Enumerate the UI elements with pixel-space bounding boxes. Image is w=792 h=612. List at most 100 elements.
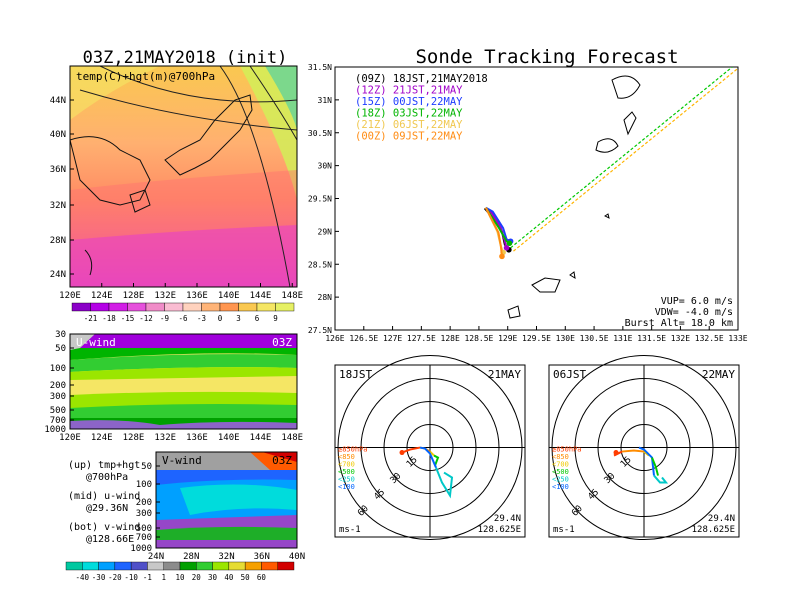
uwind-lon-label: 148E [281, 433, 303, 443]
wind-colorbar-label: 10 [175, 573, 185, 582]
temp-colorbar-label: 0 [218, 314, 223, 323]
uwind-lon-label: 144E [250, 433, 272, 443]
uwind-lon-label: 140E [218, 433, 240, 443]
legend-entry: (00Z) 09JST,22MAY [355, 131, 463, 143]
temp-colorbar-cell [145, 302, 165, 312]
polar-origin-point [613, 450, 619, 456]
tracking-chart: 126E 126.5E 127E 127.5E 128E 128.5E 129E 129.5E… [308, 63, 748, 343]
legend-up-2: @700hPa [86, 472, 128, 483]
polar-origin-point [399, 450, 405, 456]
y-tick-label: 28.5N [308, 260, 332, 269]
temp-colorbar-cell [127, 302, 147, 312]
polar-hpa-label: <700 [338, 461, 355, 469]
uwind-lon-label: 120E [59, 433, 81, 443]
y-tick-label: 30.5N [308, 129, 332, 138]
temp-lon-label: 132E [154, 291, 176, 301]
polar-hpa-label: <850 [552, 453, 569, 461]
temp-colorbar-cell [201, 302, 221, 312]
wind-colorbar-label: 1 [161, 573, 166, 582]
wind-colorbar-label: 20 [192, 573, 202, 582]
x-tick-label: 132.5E [695, 334, 724, 343]
wind-colorbar-label: -30 [92, 573, 106, 582]
wind-colorbar-cell [228, 561, 246, 571]
wind-colorbar-cell [212, 561, 230, 571]
y-tick-label: 29.5N [308, 195, 332, 204]
polar-lat: 29.4N [708, 514, 735, 524]
legend-mid-1: (mid) u-wind [68, 491, 140, 502]
polar-hpa-label: <250 [552, 476, 569, 484]
track-axes: 126E 126.5E 127E 127.5E 128E 128.5E 129E 129.5E… [308, 63, 748, 343]
temp-lat-label: 28N [50, 236, 66, 246]
init-title: 03Z,21MAY2018 (init) [83, 48, 288, 68]
temp-lon-label: 140E [218, 291, 240, 301]
polar-lon: 128.625E [692, 525, 735, 535]
wind-colorbar-label: 60 [257, 573, 267, 582]
x-tick-label: 131E [613, 334, 632, 343]
x-tick-label: 128E [441, 334, 460, 343]
track-line [485, 206, 512, 243]
temp-lat-label: 44N [50, 96, 66, 106]
wind-colorbar-cell [98, 561, 116, 571]
temp-colorbar-cell [108, 302, 128, 312]
wind-colorbar-cell [196, 561, 213, 571]
uwind-p-label: 30 [55, 330, 66, 340]
wind-colorbar-cell [65, 561, 83, 571]
polar-trace [429, 450, 435, 457]
temp-colorbar: -21 -18 -15 -12 -9 -6 -3 0 3 6 9 [71, 302, 295, 323]
temp-lat-label: 36N [50, 165, 66, 175]
wind-colorbar-label: -1 [143, 573, 152, 582]
x-tick-label: 129E [498, 334, 517, 343]
polar-hpa-label: ≥850hPa [552, 446, 582, 454]
temp-lat-label: 32N [50, 201, 66, 211]
uwind-lon-label: 128E [123, 433, 145, 443]
polar-trace [419, 446, 437, 468]
uwind-p-label: 300 [50, 392, 66, 402]
vwind-p-label: 50 [141, 462, 152, 472]
main-title: Sonde Tracking Forecast [415, 46, 678, 68]
polar-hpa-label: ≥850hPa [338, 446, 368, 454]
wind-colorbar-label: 30 [208, 573, 218, 582]
panel-legend: (up) tmp+hgt @700hPa (mid) u-wind @29.36… [68, 460, 140, 545]
polar-hpa-label: <500 [338, 468, 355, 476]
track-line [485, 206, 508, 249]
legend-entry: (09Z) 18JST,21MAY2018 [355, 73, 488, 85]
track-end-point [506, 240, 513, 247]
y-tick-label: 28N [318, 293, 333, 302]
x-tick-label: 131.5E [637, 334, 666, 343]
vwind-p-label: 100 [136, 480, 152, 490]
uwind-lon-label: 124E [91, 433, 113, 443]
wind-colorbar-cell [244, 561, 262, 571]
wind-colorbar-label: -10 [124, 573, 138, 582]
temp-colorbar-label: -3 [197, 314, 206, 323]
polar-date: 21MAY [488, 368, 521, 381]
polar-trace [651, 457, 659, 476]
polar-unit: ms-1 [553, 525, 575, 535]
vwind-p-label: 700 [136, 533, 152, 543]
y-tick-label: 31N [318, 96, 333, 105]
x-tick-label: 126.5E [349, 334, 378, 343]
vwind-p-label: 200 [136, 498, 152, 508]
temp-colorbar-cell [182, 302, 202, 312]
temp-lon-label: 124E [91, 291, 113, 301]
x-tick-label: 129.5E [522, 334, 551, 343]
temp-colorbar-label: -6 [178, 314, 188, 323]
legend-bot-1: (bot) v-wind [68, 522, 140, 533]
track-diag-lines [510, 67, 738, 252]
polar-hpa-label: <700 [552, 461, 569, 469]
y-tick-label: 31.5N [308, 63, 332, 72]
vwind-label: V-wind [162, 454, 202, 467]
vwind-p-label: 500 [136, 524, 152, 534]
uwind-p-label: 50 [55, 344, 66, 354]
polar-lon: 128.625E [478, 525, 521, 535]
wind-colorbar-label: 50 [241, 573, 251, 582]
track-line [484, 207, 503, 257]
wind-colorbar-cell [130, 561, 148, 571]
wind-colorbar-cell [82, 561, 99, 571]
uwind-lon-label: 136E [186, 433, 208, 443]
legend-up-1: (up) tmp+hgt [68, 460, 140, 471]
polar-trace [653, 474, 669, 484]
temp-colorbar-label: -9 [160, 314, 169, 323]
track-legend: (09Z) 18JST,21MAY2018(12Z) 21JST,21MAY(1… [355, 73, 488, 143]
